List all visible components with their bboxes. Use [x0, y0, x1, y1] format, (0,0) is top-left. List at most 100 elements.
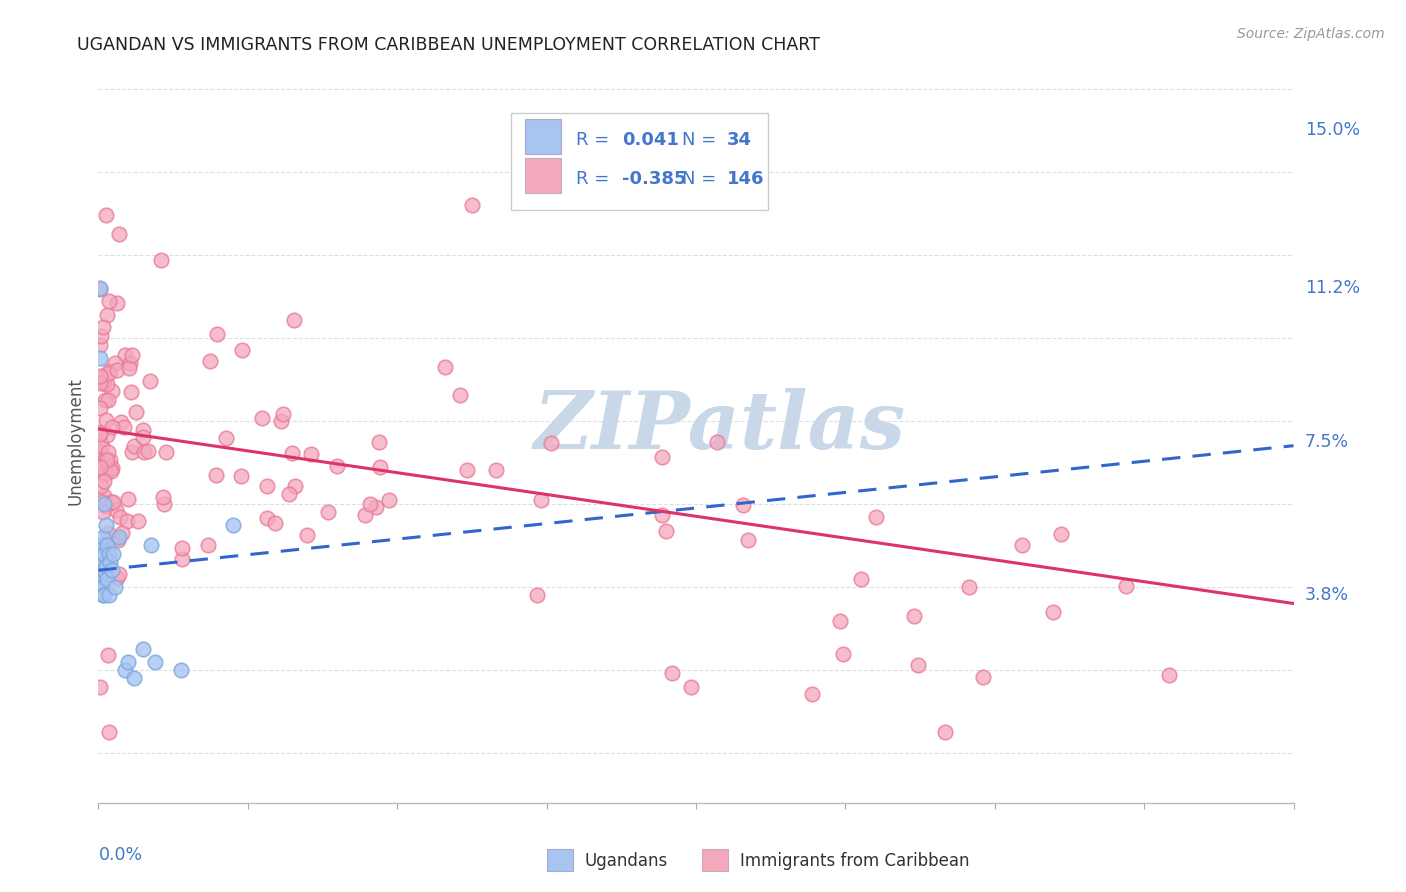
- Point: [96, 572, 118, 586]
- Point: [197, 538, 219, 552]
- Point: [98, 293, 121, 308]
- Point: [97, 393, 120, 408]
- Point: [1159, 667, 1181, 681]
- Bar: [547, 849, 572, 871]
- Point: [108, 227, 131, 242]
- Point: [456, 463, 478, 477]
- Point: [89, 281, 111, 295]
- Point: [231, 468, 253, 483]
- Text: Source: ZipAtlas.com: Source: ZipAtlas.com: [1237, 27, 1385, 41]
- Point: [90, 479, 112, 493]
- Point: [98, 555, 122, 569]
- Point: [124, 439, 146, 453]
- Text: Immigrants from Caribbean: Immigrants from Caribbean: [740, 852, 970, 870]
- Point: [104, 580, 127, 594]
- Text: 0.041: 0.041: [621, 131, 679, 149]
- Point: [325, 459, 347, 474]
- Point: [118, 361, 141, 376]
- Text: R =: R =: [576, 131, 616, 149]
- Point: [737, 533, 759, 547]
- Point: [231, 343, 253, 357]
- Point: [101, 533, 124, 547]
- Point: [264, 516, 287, 530]
- Point: [101, 495, 124, 509]
- Point: [91, 530, 114, 544]
- Point: [94, 517, 117, 532]
- Text: UGANDAN VS IMMIGRANTS FROM CARIBBEAN UNEMPLOYMENT CORRELATION CHART: UGANDAN VS IMMIGRANTS FROM CARIBBEAN UNE…: [77, 36, 820, 54]
- Bar: [524, 120, 561, 154]
- Text: ZIPatlas: ZIPatlas: [534, 388, 905, 466]
- Point: [94, 393, 117, 408]
- Point: [832, 648, 855, 662]
- Point: [655, 524, 678, 538]
- Text: Ugandans: Ugandans: [585, 852, 668, 870]
- Text: 15.0%: 15.0%: [1305, 121, 1360, 139]
- Text: R =: R =: [576, 170, 616, 188]
- Point: [94, 559, 117, 574]
- Point: [108, 530, 131, 544]
- Point: [152, 490, 174, 504]
- Point: [903, 608, 925, 623]
- Point: [105, 571, 128, 585]
- Point: [139, 538, 162, 552]
- Point: [89, 281, 111, 295]
- Point: [93, 563, 115, 577]
- Point: [93, 474, 115, 488]
- Point: [91, 376, 114, 390]
- Point: [256, 511, 278, 525]
- Point: [90, 329, 112, 343]
- Point: [89, 445, 111, 459]
- Point: [316, 505, 339, 519]
- Text: 7.5%: 7.5%: [1305, 433, 1348, 450]
- Point: [114, 348, 136, 362]
- Point: [93, 547, 115, 561]
- Point: [89, 368, 111, 383]
- Point: [97, 588, 120, 602]
- Point: [96, 453, 118, 467]
- Point: [120, 384, 142, 399]
- Point: [153, 497, 176, 511]
- Point: [117, 655, 139, 669]
- Point: [91, 505, 114, 519]
- Point: [651, 508, 673, 522]
- Point: [283, 313, 305, 327]
- Point: [271, 407, 294, 421]
- Point: [679, 681, 702, 695]
- Text: 3.8%: 3.8%: [1305, 586, 1348, 604]
- Point: [155, 445, 177, 459]
- Point: [105, 363, 128, 377]
- Point: [115, 515, 138, 529]
- Y-axis label: Unemployment: Unemployment: [66, 377, 84, 506]
- Bar: [510, 112, 768, 211]
- Point: [651, 450, 673, 464]
- Point: [89, 459, 111, 474]
- Text: 0.0%: 0.0%: [98, 847, 142, 864]
- Point: [540, 435, 562, 450]
- Point: [94, 499, 117, 513]
- Point: [661, 665, 683, 680]
- Point: [143, 655, 166, 669]
- Point: [89, 571, 111, 585]
- Point: [97, 547, 120, 561]
- Point: [91, 320, 114, 334]
- Point: [114, 663, 136, 677]
- Point: [91, 458, 114, 472]
- Point: [934, 725, 956, 739]
- Text: N =: N =: [682, 170, 721, 188]
- Point: [108, 567, 131, 582]
- Point: [172, 552, 194, 566]
- Point: [89, 434, 111, 449]
- Point: [100, 420, 122, 434]
- Point: [127, 514, 149, 528]
- Text: 34: 34: [727, 131, 752, 149]
- Point: [93, 588, 115, 602]
- Point: [97, 444, 120, 458]
- Point: [90, 580, 112, 594]
- Point: [91, 439, 114, 453]
- Point: [90, 369, 112, 384]
- Point: [91, 563, 114, 577]
- Point: [125, 405, 148, 419]
- Point: [90, 572, 112, 586]
- Point: [485, 463, 508, 477]
- Point: [1115, 579, 1137, 593]
